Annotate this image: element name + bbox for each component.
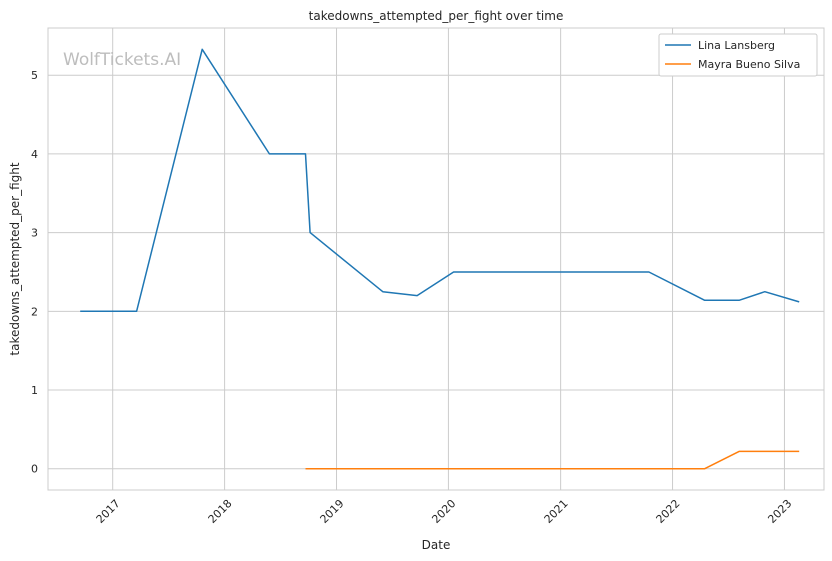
y-axis-title: takedowns_attempted_per_fight (8, 162, 22, 355)
y-tick-label: 5 (31, 69, 38, 82)
x-tick-label: 2019 (318, 497, 347, 526)
series-line-mayra-bueno-silva (305, 450, 800, 470)
x-tick-label: 2020 (429, 497, 458, 526)
legend-box (658, 33, 818, 77)
x-axis-title: Date (422, 538, 451, 552)
plot-area (47, 27, 825, 491)
x-tick-label: 2021 (542, 497, 571, 526)
y-tick-label: 3 (31, 227, 38, 240)
y-tick-label: 2 (31, 305, 38, 318)
x-tick-label: 2018 (206, 497, 235, 526)
x-tick-label: 2022 (654, 497, 683, 526)
legend-label-mayra-bueno-silva: Mayra Bueno Silva (698, 58, 800, 71)
grid (48, 28, 824, 490)
series-line-lina-lansberg (80, 48, 800, 313)
x-tick-label: 2023 (765, 497, 794, 526)
y-tick-label: 1 (31, 384, 38, 397)
y-tick-label: 0 (31, 463, 38, 476)
legend: Lina Lansberg Mayra Bueno Silva (658, 33, 818, 77)
x-tick-label: 2017 (94, 497, 123, 526)
y-tick-label: 4 (31, 148, 38, 161)
chart-title: takedowns_attempted_per_fight over time (309, 9, 564, 23)
series-lines (80, 48, 800, 470)
watermark: WolfTickets.AI (63, 50, 181, 70)
legend-label-lina-lansberg: Lina Lansberg (698, 39, 775, 52)
